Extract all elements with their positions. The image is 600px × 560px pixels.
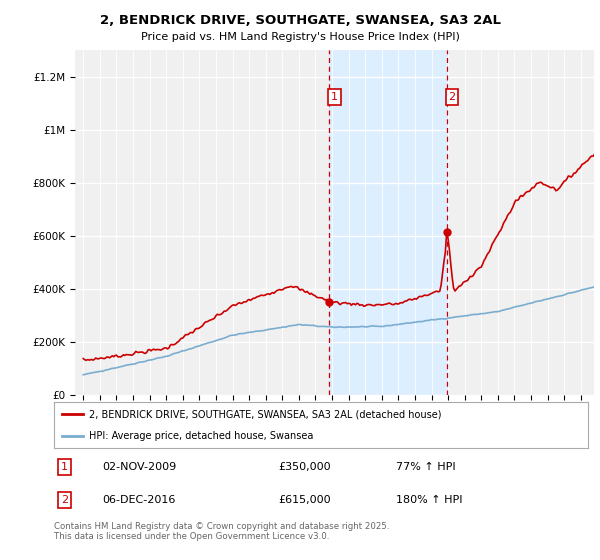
Text: HPI: Average price, detached house, Swansea: HPI: Average price, detached house, Swan… <box>89 431 313 441</box>
Text: 02-NOV-2009: 02-NOV-2009 <box>102 462 176 472</box>
Text: £350,000: £350,000 <box>278 462 331 472</box>
Text: 2, BENDRICK DRIVE, SOUTHGATE, SWANSEA, SA3 2AL: 2, BENDRICK DRIVE, SOUTHGATE, SWANSEA, S… <box>100 14 500 27</box>
Text: Price paid vs. HM Land Registry's House Price Index (HPI): Price paid vs. HM Land Registry's House … <box>140 32 460 43</box>
Text: 77% ↑ HPI: 77% ↑ HPI <box>396 462 455 472</box>
Text: 06-DEC-2016: 06-DEC-2016 <box>102 495 175 505</box>
Text: 2, BENDRICK DRIVE, SOUTHGATE, SWANSEA, SA3 2AL (detached house): 2, BENDRICK DRIVE, SOUTHGATE, SWANSEA, S… <box>89 409 441 419</box>
Text: 1: 1 <box>61 462 68 472</box>
Text: 2: 2 <box>61 495 68 505</box>
Bar <box>329 50 447 395</box>
Text: 2: 2 <box>448 92 455 102</box>
Text: 1: 1 <box>331 92 338 102</box>
Text: £615,000: £615,000 <box>278 495 331 505</box>
Text: Contains HM Land Registry data © Crown copyright and database right 2025.
This d: Contains HM Land Registry data © Crown c… <box>54 522 389 542</box>
Text: 180% ↑ HPI: 180% ↑ HPI <box>396 495 462 505</box>
